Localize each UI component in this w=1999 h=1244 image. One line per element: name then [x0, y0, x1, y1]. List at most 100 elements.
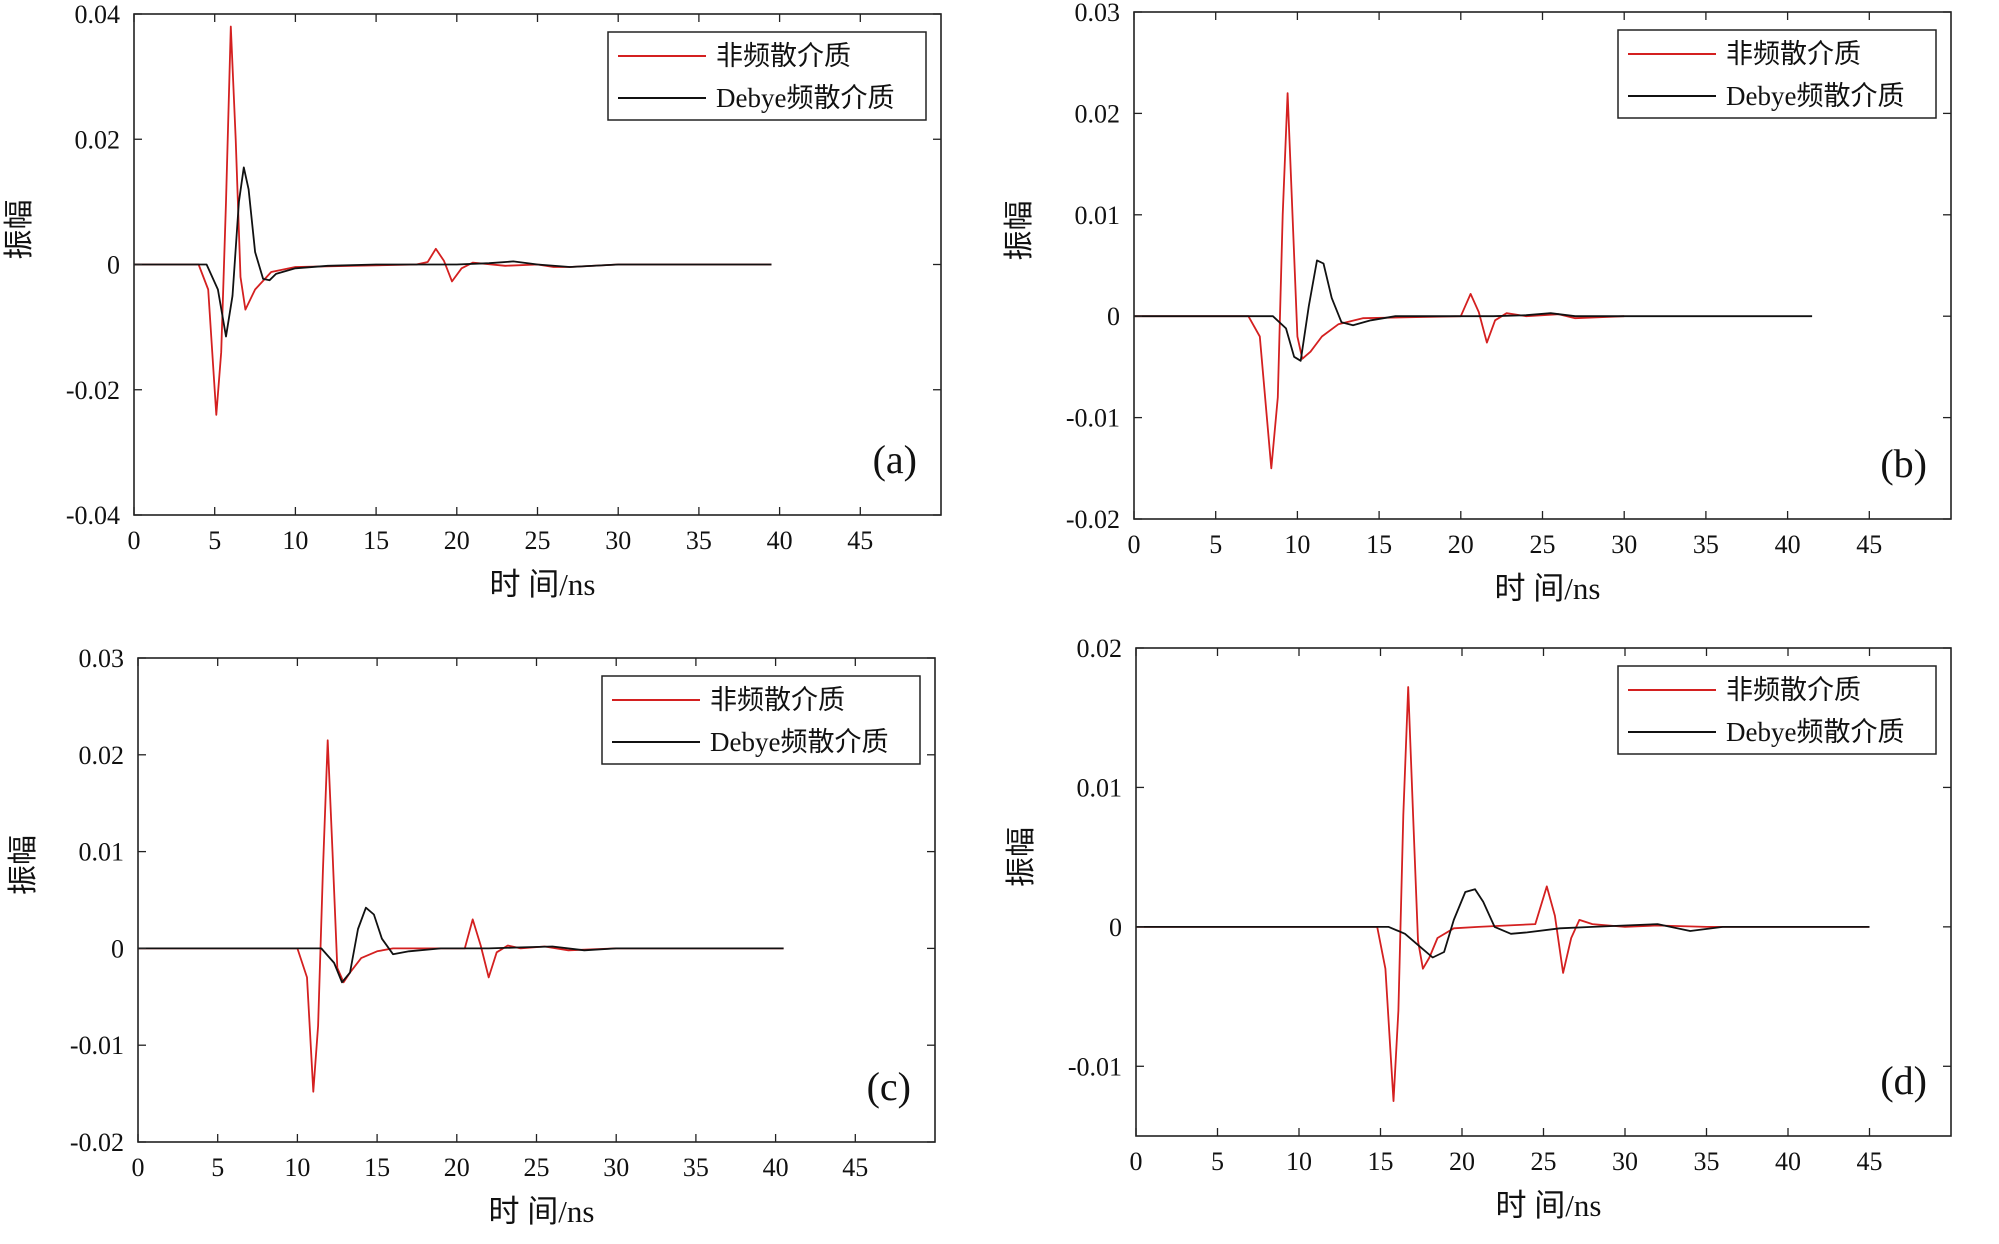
x-tick-label: 5	[211, 1153, 224, 1182]
y-axis-label: 振幅	[1003, 201, 1036, 261]
legend-box	[607, 31, 927, 121]
legend: 非频散介质 Debye频散介质	[1617, 665, 1937, 755]
legend-box	[1617, 29, 1937, 119]
y-tick-label: 0.01	[1075, 201, 1121, 230]
y-axis-label: 振幅	[7, 835, 40, 895]
panel-b: 0 5 10 15 20 25 30 35 40 45 -0.02 -0.01 0 0.01 0.02 0.0…	[1003, 0, 1952, 606]
x-axis-label: 时 间/ns	[1496, 1188, 1602, 1223]
series-line-nondispersive	[1134, 92, 1625, 470]
x-tick-label: 40	[763, 1153, 789, 1182]
x-tick-label: 25	[524, 1153, 550, 1182]
x-tick-label: 15	[1366, 530, 1392, 559]
legend-label: Debye频散介质	[1726, 81, 1904, 111]
panel-label: (b)	[1880, 441, 1927, 486]
x-axis-label: 时 间/ns	[490, 567, 596, 602]
y-tick-label: 0.02	[1075, 99, 1121, 128]
series-line-debye	[134, 166, 772, 338]
y-tick-label: 0.02	[1077, 634, 1123, 663]
x-tick-label: 20	[1448, 530, 1474, 559]
y-tick-label: -0.02	[1066, 505, 1120, 534]
y-tick-label: 0	[111, 934, 124, 963]
x-tick-label: 20	[1449, 1147, 1475, 1176]
x-tick-label: 20	[444, 1153, 470, 1182]
x-tick-label: 10	[284, 1153, 310, 1182]
x-tick-label: 30	[605, 526, 631, 555]
panel-d: 0 5 10 15 20 25 30 35 40 45 -0.01 0 0.01 0.02 时 间/ns 振幅…	[1005, 634, 1952, 1223]
x-tick-label: 35	[686, 526, 712, 555]
legend-box	[1617, 665, 1937, 755]
x-tick-label: 45	[1857, 1147, 1883, 1176]
panel-a: 0 5 10 15 20 25 30 35 40 45 -0.04 -0.02 0 0.02 0.04 时 间…	[3, 0, 942, 602]
x-axis-label: 时 间/ns	[1495, 571, 1601, 606]
x-tick-label: 30	[1612, 1147, 1638, 1176]
x-tick-label: 40	[767, 526, 793, 555]
y-tick-label: 0.03	[1075, 0, 1121, 27]
series-line-nondispersive	[138, 739, 784, 1093]
panel-c: 0 5 10 15 20 25 30 35 40 45 -0.02 -0.01 0 0.01 0.02 0.0…	[7, 644, 936, 1229]
y-tick-label: 0	[1107, 302, 1120, 331]
legend-label: 非频散介质	[1726, 39, 1861, 69]
x-tick-label: 15	[1368, 1147, 1394, 1176]
x-tick-label: 5	[1209, 530, 1222, 559]
x-tick-label: 0	[1130, 1147, 1143, 1176]
panel-label: (c)	[867, 1064, 911, 1109]
legend-label: 非频散介质	[716, 41, 851, 71]
x-tick-label: 25	[525, 526, 551, 555]
x-tick-label: 45	[842, 1153, 868, 1182]
legend-label: Debye频散介质	[1726, 717, 1904, 747]
x-tick-label: 25	[1530, 530, 1556, 559]
legend-label: Debye频散介质	[716, 83, 894, 113]
y-tick-label: 0	[1109, 913, 1122, 942]
legend: 非频散介质 Debye频散介质	[1617, 29, 1937, 119]
y-tick-label: -0.04	[66, 501, 120, 530]
y-tick-label: 0.01	[1077, 773, 1123, 802]
y-tick-label: -0.01	[1068, 1052, 1122, 1081]
y-tick-label: -0.01	[70, 1031, 124, 1060]
series-line-debye	[1134, 259, 1813, 362]
panel-label: (a)	[873, 437, 917, 482]
series-line-debye	[1136, 888, 1870, 959]
legend-label: 非频散介质	[1726, 675, 1861, 705]
x-tick-label: 35	[683, 1153, 709, 1182]
x-tick-label: 30	[1611, 530, 1637, 559]
x-tick-label: 10	[282, 526, 308, 555]
x-tick-label: 0	[128, 526, 141, 555]
x-tick-label: 0	[1128, 530, 1141, 559]
legend: 非频散介质 Debye频散介质	[607, 31, 927, 121]
y-tick-label: -0.01	[1066, 404, 1120, 433]
x-tick-label: 10	[1284, 530, 1310, 559]
series-line-debye	[138, 906, 784, 984]
y-tick-label: -0.02	[70, 1128, 124, 1157]
x-tick-label: 40	[1775, 530, 1801, 559]
y-tick-label: 0.04	[75, 0, 121, 29]
x-tick-label: 40	[1775, 1147, 1801, 1176]
legend: 非频散介质 Debye频散介质	[601, 675, 921, 765]
y-tick-label: -0.02	[66, 376, 120, 405]
y-tick-label: 0.03	[79, 644, 125, 673]
x-axis-label: 时 间/ns	[489, 1194, 595, 1229]
x-tick-label: 5	[208, 526, 221, 555]
legend-box	[601, 675, 921, 765]
y-tick-label: 0	[107, 251, 120, 280]
x-tick-label: 0	[132, 1153, 145, 1182]
y-tick-label: 0.02	[75, 125, 121, 154]
x-tick-label: 35	[1694, 1147, 1720, 1176]
x-tick-label: 30	[603, 1153, 629, 1182]
x-tick-label: 45	[847, 526, 873, 555]
x-tick-label: 20	[444, 526, 470, 555]
x-tick-label: 25	[1531, 1147, 1557, 1176]
legend-label: 非频散介质	[710, 685, 845, 715]
x-tick-label: 35	[1693, 530, 1719, 559]
x-tick-label: 15	[364, 1153, 390, 1182]
legend-label: Debye频散介质	[710, 727, 888, 757]
x-tick-label: 45	[1856, 530, 1882, 559]
y-axis-label: 振幅	[3, 200, 36, 260]
x-tick-label: 10	[1286, 1147, 1312, 1176]
x-tick-label: 5	[1211, 1147, 1224, 1176]
x-tick-label: 15	[363, 526, 389, 555]
y-tick-label: 0.01	[79, 838, 125, 867]
series-line-nondispersive	[1136, 686, 1870, 1102]
y-axis-label: 振幅	[1005, 827, 1038, 887]
panel-label: (d)	[1880, 1058, 1927, 1103]
